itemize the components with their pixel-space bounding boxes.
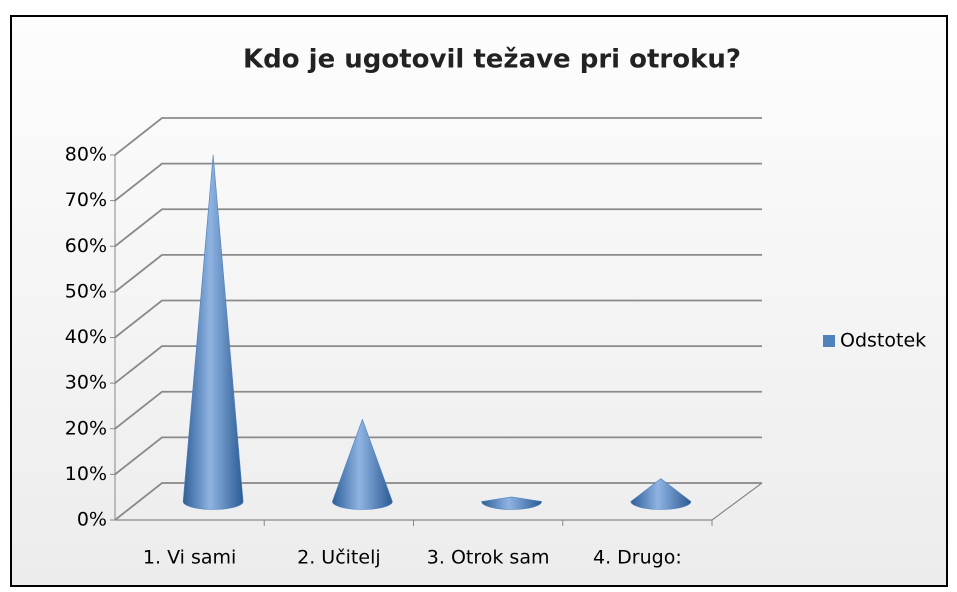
grid-line bbox=[114, 436, 762, 476]
x-tick-label: 3. Otrok sam bbox=[427, 547, 550, 569]
y-tick-label: 10% bbox=[65, 463, 107, 485]
grid-line bbox=[114, 345, 762, 384]
legend-swatch bbox=[823, 335, 835, 347]
cone bbox=[630, 478, 692, 510]
chart-title: Kdo je ugotovil težave pri otroku? bbox=[243, 45, 741, 75]
grid-line bbox=[114, 390, 762, 430]
grid-line bbox=[114, 162, 762, 202]
y-tick-label: 70% bbox=[65, 189, 107, 211]
y-tick-label: 50% bbox=[65, 280, 107, 302]
grid-line bbox=[114, 117, 762, 156]
y-tick-label: 0% bbox=[77, 509, 107, 531]
y-tick-label: 20% bbox=[65, 417, 107, 439]
x-tick-label: 2. Učitelj bbox=[297, 547, 381, 569]
grid-line bbox=[114, 253, 762, 293]
grid-line bbox=[114, 482, 762, 521]
y-tick-label: 60% bbox=[65, 235, 107, 257]
x-tick-label: 1. Vi sami bbox=[143, 547, 236, 569]
x-tick-label: 4. Drugo: bbox=[593, 547, 682, 569]
grid-line bbox=[114, 208, 762, 247]
legend-label: Odstotek bbox=[840, 330, 926, 352]
y-tick-label: 40% bbox=[65, 326, 107, 348]
y-tick-label: 80% bbox=[65, 144, 107, 166]
cone bbox=[481, 496, 542, 510]
y-tick-label: 30% bbox=[65, 372, 107, 394]
cone bbox=[182, 154, 244, 510]
grid-line bbox=[114, 299, 762, 339]
cone bbox=[332, 418, 393, 510]
